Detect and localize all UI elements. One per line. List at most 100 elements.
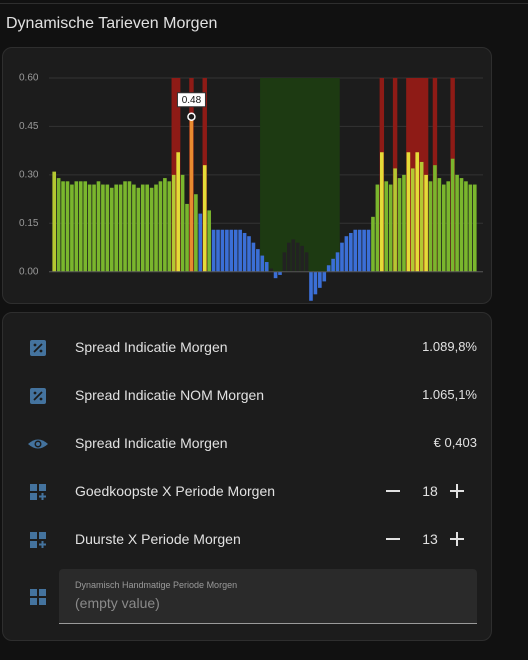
- bar: [163, 178, 167, 272]
- bar: [145, 184, 149, 272]
- bar: [410, 168, 415, 272]
- bar: [331, 258, 335, 272]
- minus-button[interactable]: [385, 483, 401, 499]
- bar: [83, 181, 88, 272]
- bar: [202, 165, 207, 272]
- bar: [313, 271, 318, 295]
- bar: [251, 242, 256, 272]
- bar: [225, 229, 229, 272]
- plus-button[interactable]: [449, 483, 465, 499]
- bar: [123, 181, 127, 272]
- bar: [455, 174, 459, 272]
- minus-button[interactable]: [385, 531, 401, 547]
- text-field[interactable]: Dynamisch Handmatige Periode Morgen (emp…: [59, 569, 477, 624]
- y-tick-label: 0.00: [19, 266, 39, 277]
- bar: [101, 184, 105, 272]
- entity-row[interactable]: Goedkoopste X Periode Morgen 18: [3, 471, 491, 511]
- bar: [256, 249, 260, 272]
- bar: [424, 174, 428, 272]
- entity-row[interactable]: Spread Indicatie Morgen € 0,403: [3, 423, 491, 463]
- page-title: Dynamische Tarieven Morgen: [6, 15, 218, 32]
- bar: [65, 181, 70, 272]
- entity-value: € 0,403: [433, 435, 477, 450]
- bar: [242, 232, 247, 272]
- number-value: 18: [422, 483, 438, 499]
- bar: [132, 184, 136, 272]
- bar: [78, 181, 83, 272]
- entity-value: 1.089,8%: [422, 339, 477, 354]
- entity-name: Duurste X Periode Morgen: [75, 531, 241, 547]
- bar: [393, 168, 397, 272]
- bar: [309, 271, 313, 301]
- bar: [282, 252, 287, 272]
- bar: [287, 242, 291, 272]
- bar: [238, 229, 242, 272]
- bar: [468, 184, 473, 272]
- bar: [349, 232, 353, 272]
- bar: [472, 184, 477, 272]
- entity-value: 1.065,1%: [422, 387, 477, 402]
- bar: [140, 184, 145, 272]
- bar: [362, 229, 366, 272]
- grid-plus-icon: [30, 484, 46, 500]
- bar: [136, 187, 141, 272]
- y-tick-label: 0.45: [19, 121, 39, 132]
- bar: [260, 255, 265, 272]
- entity-row[interactable]: Spread Indicatie Morgen 1.089,8%: [3, 327, 491, 367]
- highlight-band: [171, 78, 181, 272]
- bar: [92, 184, 96, 272]
- bar: [233, 229, 238, 272]
- plus-button[interactable]: [449, 531, 465, 547]
- entities-card: Spread Indicatie Morgen 1.089,8% Spread …: [2, 312, 492, 641]
- divider: [0, 3, 528, 4]
- bar: [380, 152, 384, 272]
- bar: [207, 210, 211, 272]
- bar: [384, 181, 389, 272]
- bar: [114, 184, 119, 272]
- chart: 0.00 0.15 0.30 0.45 0.60 0.48: [19, 73, 483, 301]
- bar: [264, 262, 269, 272]
- bar: [464, 181, 468, 272]
- bar: [273, 271, 278, 279]
- number-value: 13: [422, 531, 438, 547]
- bar: [300, 245, 304, 272]
- bar: [291, 239, 296, 272]
- bar: [446, 181, 451, 272]
- bar: [357, 229, 362, 272]
- entity-name: Spread Indicatie Morgen: [75, 339, 228, 355]
- entity-name: Spread Indicatie NOM Morgen: [75, 387, 265, 403]
- bar: [61, 181, 65, 272]
- bar: [70, 184, 74, 272]
- bar: [185, 203, 189, 272]
- bar: [216, 229, 220, 272]
- bar: [278, 271, 282, 275]
- bar: [56, 178, 61, 272]
- bar: [318, 271, 322, 288]
- bar: [109, 187, 114, 272]
- bar: [171, 174, 176, 272]
- chart-card: 0.00 0.15 0.30 0.45 0.60 0.48: [2, 47, 492, 304]
- bar: [167, 181, 172, 272]
- bar: [375, 184, 380, 272]
- bar: [211, 229, 216, 272]
- bar: [194, 194, 198, 272]
- percent-icon: [30, 340, 46, 356]
- bar: [433, 165, 437, 272]
- entity-row[interactable]: Spread Indicatie NOM Morgen 1.065,1%: [3, 375, 491, 415]
- number-input: 18: [385, 477, 475, 505]
- bar: [189, 116, 194, 272]
- bar: [419, 161, 424, 272]
- bar: [406, 152, 411, 272]
- bar: [220, 229, 225, 272]
- bar: [450, 158, 455, 272]
- bar: [344, 236, 349, 272]
- eye-icon: [28, 439, 48, 449]
- grid-plus-icon: [30, 532, 46, 548]
- bar: [149, 187, 154, 272]
- entity-name: Goedkoopste X Periode Morgen: [75, 483, 276, 499]
- tooltip-box: [176, 92, 206, 108]
- bar: [441, 184, 446, 272]
- bar: [180, 174, 185, 272]
- entity-row[interactable]: Duurste X Periode Morgen 13: [3, 519, 491, 559]
